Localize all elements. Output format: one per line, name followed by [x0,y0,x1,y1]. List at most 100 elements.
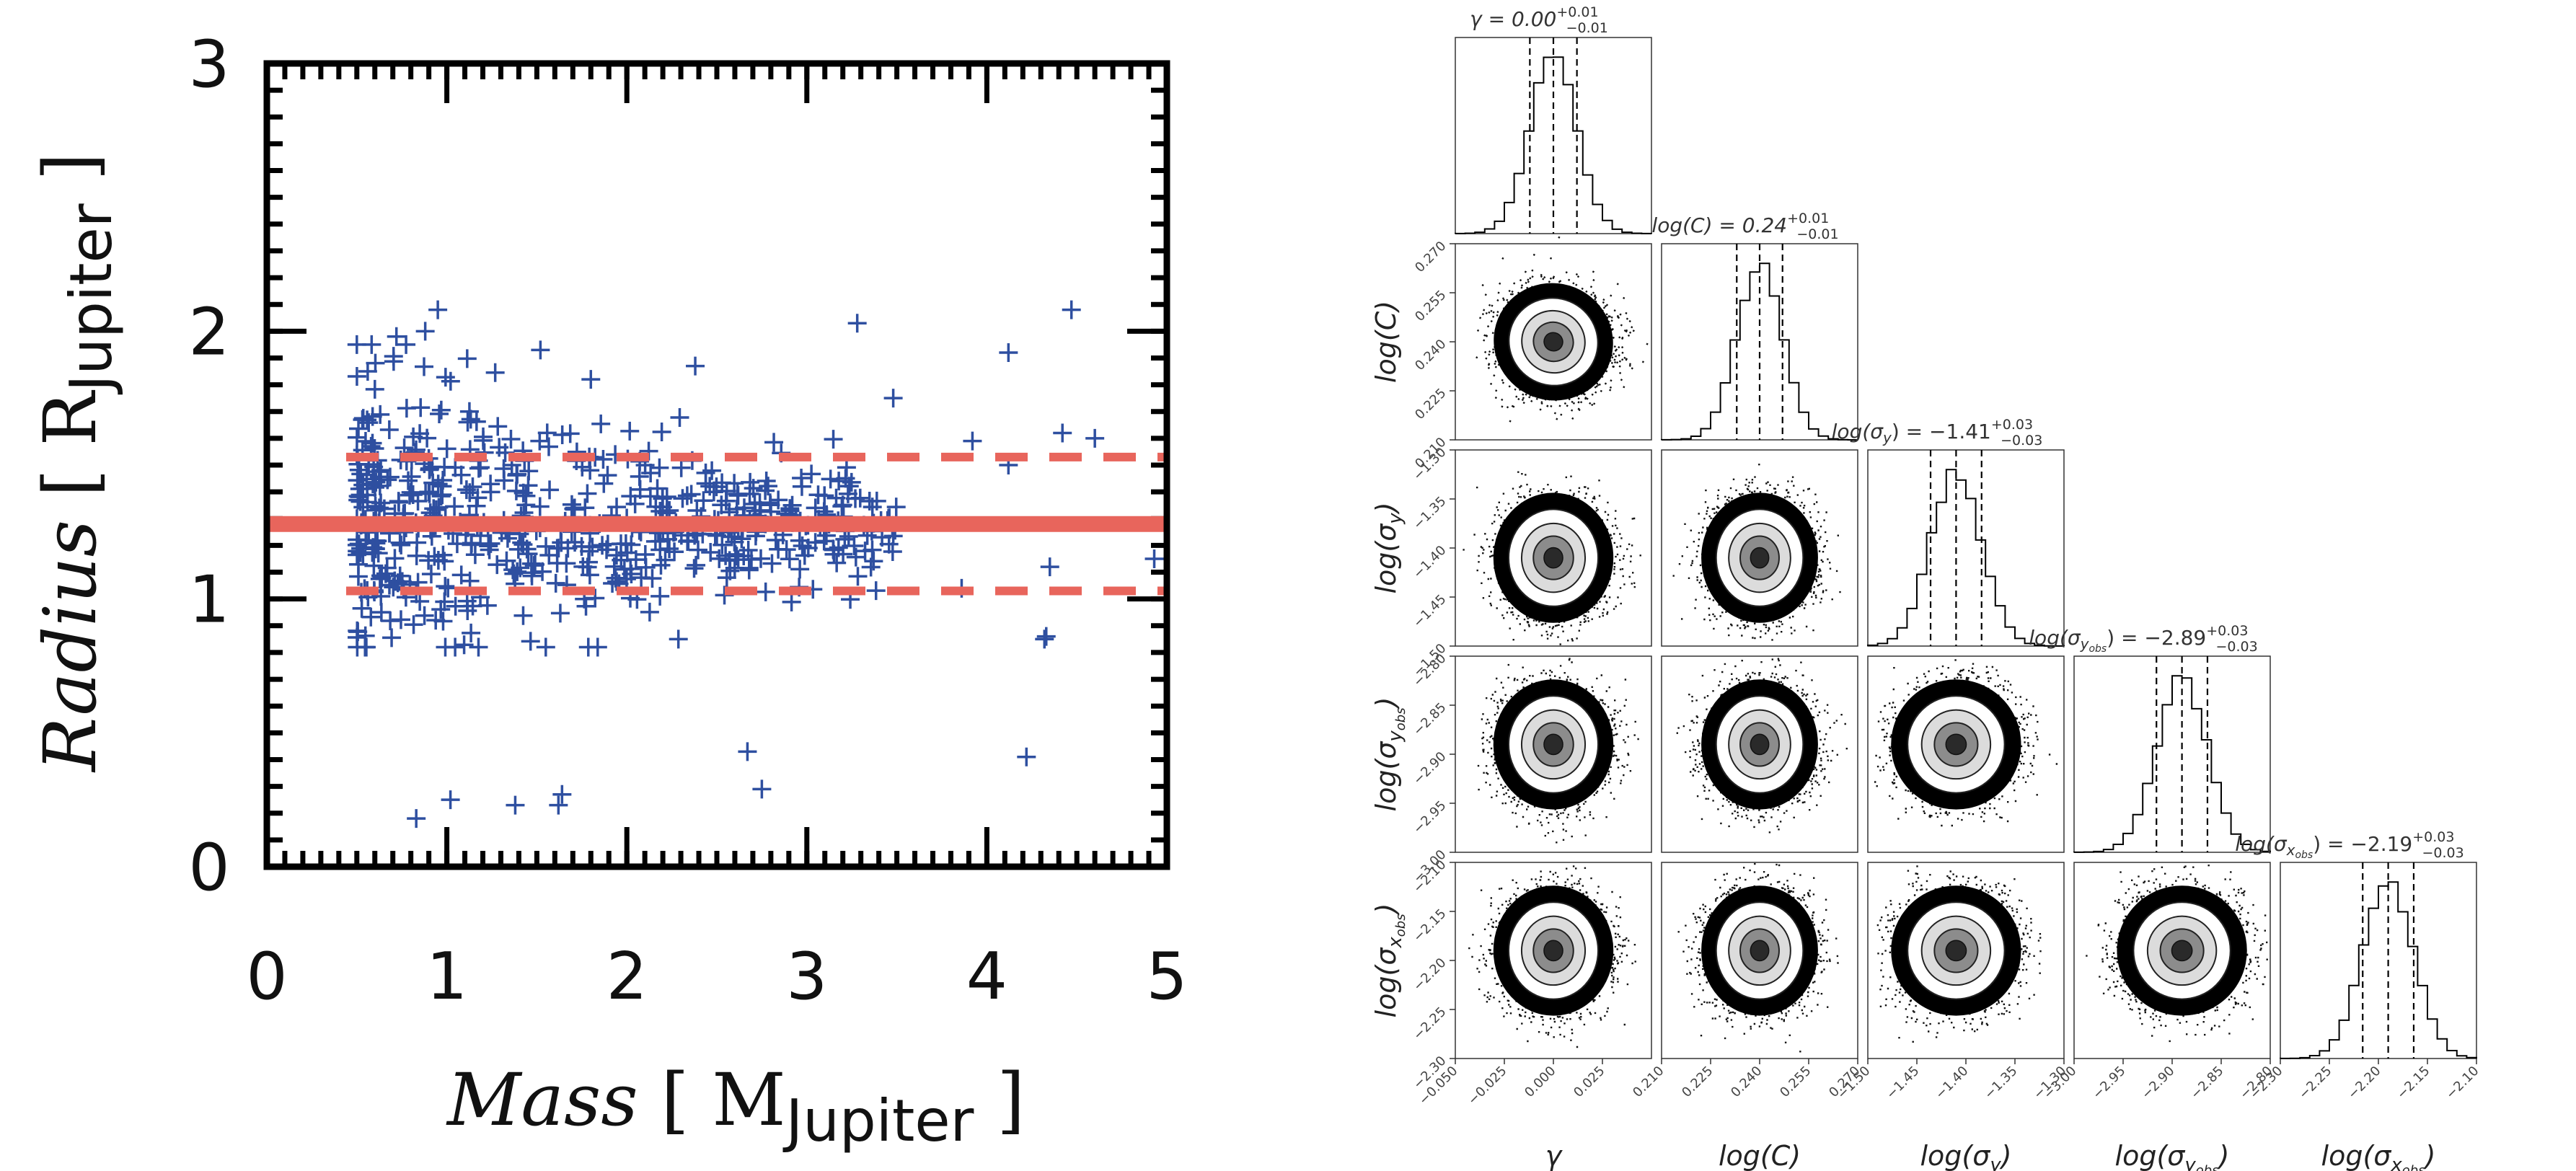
data-point [883,389,903,408]
data-point [436,637,455,657]
data-point [591,414,611,433]
data-point [1144,549,1164,568]
data-point [465,545,485,565]
data-point [594,474,614,493]
data-point [883,542,902,562]
corner-y-tick-label: −1.35 [1411,494,1450,533]
density-blob [1874,659,2058,827]
hist-steps [1867,469,2065,647]
data-point [540,480,560,500]
data-point [495,443,515,462]
plot-frame [263,60,1170,870]
corner-y-tick-label: 0.255 [1412,288,1449,324]
x-axis-label: Mass [ MJupiter ] [446,1058,1025,1154]
hist-steps [2280,881,2477,1059]
data-point [621,487,640,506]
data-point [652,423,671,442]
data-point [814,531,834,551]
data-point [645,531,665,551]
data-point [365,379,384,399]
data-point [696,474,715,493]
data-point [739,560,759,580]
data-point [379,420,399,440]
corner-x-label: log(σxobs) [2321,1140,2436,1171]
histogram-0: γ = 0.00+0.01 −0.01 [1455,4,1652,234]
x-tick-label: 1 [426,939,467,1015]
density-4-1 [1661,862,1858,1059]
data-point [457,349,477,368]
data-point [391,610,410,629]
data-point [653,498,672,517]
data-point [607,498,627,517]
data-point [531,340,550,360]
data-point [549,539,568,558]
data-point [495,471,514,490]
data-point [863,498,882,517]
data-point [550,604,570,623]
data-point [419,551,438,570]
data-point [886,498,906,517]
density-3-2 [1867,655,2065,853]
data-point [604,557,624,576]
data-point [519,544,538,564]
data-point [469,637,488,657]
data-point [347,366,366,386]
data-point [850,488,870,508]
contour-0 [1543,332,1563,352]
data-point [700,477,720,496]
data-point [701,542,720,562]
data-point [835,529,855,549]
corner-x-tick-label: −1.35 [1982,1064,2021,1102]
corner-y-label: log(σyobs) [1370,697,1408,812]
data-point [802,464,821,484]
data-point [481,482,500,502]
data-point [842,472,861,492]
data-point [435,457,454,477]
corner-x-tick-label: −2.25 [2296,1064,2335,1102]
corner-x-label: log(σy) [1920,1140,2011,1171]
density-4-2 [1867,862,2065,1059]
density-4-3 [2073,862,2271,1059]
corner-x-label: γ [1545,1140,1563,1171]
data-point [397,335,416,354]
data-point [622,535,641,554]
data-point [684,559,704,578]
data-point [517,539,537,559]
data-point [458,412,477,432]
data-point [374,499,394,518]
data-point [377,558,397,578]
x-tick-label: 3 [786,939,827,1015]
data-point [640,602,659,622]
data-point [549,795,568,815]
data-point [454,635,474,655]
corner-y-tick-label: −1.40 [1411,543,1450,582]
data-point [576,596,596,616]
corner-y-tick-label: −2.20 [1411,955,1450,994]
data-point [546,573,565,593]
data-point [578,557,597,577]
data-point [407,809,426,828]
hist-title: γ = 0.00+0.01 −0.01 [1470,4,1608,36]
corner-y-label: log(C) [1370,301,1402,383]
corner-y-tick-label: −2.15 [1411,906,1450,945]
x-tick-label: 0 [246,939,287,1015]
hist-title: log(σxobs) = −2.19+0.03 −0.03 [2235,829,2463,861]
density-blob [2086,865,2268,1043]
data-point [530,497,550,516]
data-point [713,535,732,554]
data-point [451,465,471,485]
data-point [846,547,865,567]
corner-x-tick-label: 0.225 [1679,1064,1716,1100]
data-point [382,628,402,648]
data-point [351,539,371,558]
data-point [756,582,775,601]
data-point [686,356,705,376]
data-point [565,500,584,519]
hist-title: log(σyobs) = −2.89+0.03 −0.03 [2029,623,2257,655]
data-point [671,458,691,477]
data-point [437,439,456,459]
data-point [780,549,799,569]
data-point [426,611,446,630]
scatter-panel: 0 1 2 3 4 5 0 1 2 3 Mass [ MJupiter ] Radius [ RJup… [28,27,1188,1154]
